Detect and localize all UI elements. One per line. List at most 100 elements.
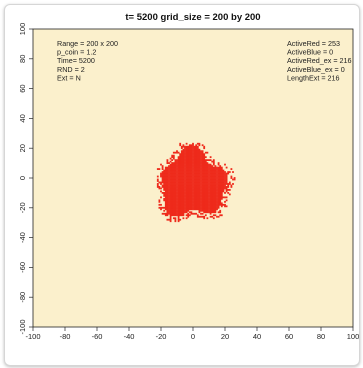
cluster-cell [166,174,169,176]
cluster-cell [182,154,185,157]
cluster-cell [222,175,225,178]
cluster-cell [166,202,169,205]
cluster-cell [184,147,186,150]
cluster-cell [211,203,214,206]
cluster-cell [198,178,201,181]
cluster-cell [220,190,223,193]
cluster-cell [166,189,169,191]
cluster-cell [209,177,212,179]
cluster-cell [200,209,202,212]
cluster-cell [193,169,196,172]
cluster-cell [177,183,180,185]
cluster-cell [206,169,209,172]
cluster-cell [184,165,186,167]
cluster-cell [182,166,185,169]
cluster-cell [214,193,217,196]
cluster-cell [200,163,202,166]
cluster-cell [185,165,188,167]
cluster-cell [222,190,225,193]
cluster-cell [176,159,178,162]
cluster-cell [208,168,210,170]
cluster-cell [169,200,172,203]
cluster-cell [206,217,209,220]
cluster-cell [201,150,204,153]
cluster-cell [192,156,194,159]
cluster-cell [182,206,185,209]
cluster-cell [185,199,188,202]
cluster-cell [169,168,172,170]
cluster-cell [177,163,180,166]
cluster-cell [203,199,206,202]
cluster-cell [204,175,207,178]
cluster-cell [176,151,178,154]
cluster-cell [176,206,178,209]
cluster-cell [166,196,169,199]
cluster-cell [168,192,170,194]
cluster-cell [172,156,175,159]
cluster-cell [190,193,193,196]
cluster-cell [171,178,174,181]
info-right-line: ActiveRed = 253 [287,39,340,48]
cluster-cell [193,200,196,203]
cluster-cell [185,180,188,182]
cluster-cell [188,186,191,188]
cluster-cell [184,205,186,208]
cluster-cell [174,208,177,211]
cluster-cell [185,169,188,172]
cluster-cell [214,171,217,173]
cluster-cell [196,147,199,150]
cluster-cell [168,202,170,205]
y-tick-label: -40 [18,232,27,243]
cluster-cell [190,148,193,151]
cluster-cell [196,166,199,169]
cluster-cell [214,178,217,181]
cluster-cell [171,199,174,202]
cluster-cell [163,169,166,172]
cluster-cell [201,193,204,196]
cluster-cell [201,184,204,187]
cluster-cell [171,202,174,205]
cluster-cell [206,175,209,178]
cluster-cell [196,145,199,148]
cluster-cell [211,184,214,187]
cluster-cell [171,181,174,184]
cluster-cell [195,194,198,197]
cluster-cell [196,184,199,187]
cluster-cell [187,205,190,208]
cluster-cell [195,166,198,169]
cluster-cell [190,194,193,197]
cluster-cell [211,175,214,178]
cluster-cell [164,186,167,188]
cluster-cell [219,192,222,194]
cluster-cell [190,163,193,166]
cluster-cell [216,193,218,196]
cluster-cell [217,187,220,190]
cluster-cell [187,153,190,156]
cluster-cell [174,209,177,212]
cluster-cell [203,163,206,166]
cluster-cell [192,178,194,181]
cluster-cell [190,171,193,173]
cluster-cell [180,160,183,163]
cluster-cell [193,199,196,202]
cluster-cell [208,165,210,167]
cluster-cell [204,168,207,170]
cluster-cell [160,175,162,178]
cluster-cell [196,157,199,160]
cluster-cell [179,186,182,188]
cluster-cell [161,178,164,181]
cluster-cell [171,183,174,185]
cluster-cell [187,203,190,206]
cluster-cell [164,190,167,193]
cluster-cell [190,199,193,202]
cluster-cell [184,187,186,190]
cluster-cell [214,200,217,203]
cluster-cell [196,197,199,200]
cluster-cell [163,183,166,185]
cluster-cell [174,180,177,182]
cluster-cell [166,209,169,212]
cluster-cell [188,144,191,147]
cluster-cell [180,162,183,164]
cluster-cell [209,165,212,167]
cluster-cell [225,175,228,178]
